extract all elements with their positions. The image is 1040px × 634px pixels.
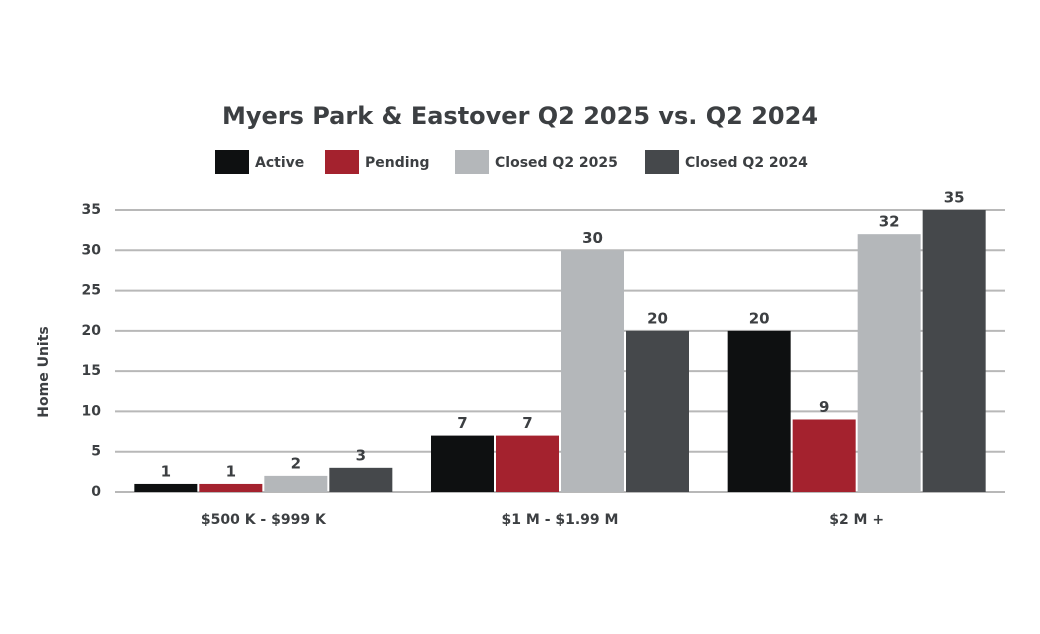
y-tick-label: 5 [91, 444, 101, 460]
x-tick-label: $500 K - $999 K [201, 512, 327, 528]
value-label: 9 [819, 398, 829, 416]
value-label: 32 [879, 213, 900, 231]
bar [857, 234, 921, 492]
value-label: 20 [749, 309, 770, 327]
legend-swatch [215, 150, 249, 174]
legend-swatch [645, 150, 679, 174]
bar [626, 330, 689, 492]
bar [264, 475, 328, 492]
bar [431, 435, 494, 492]
bar [134, 483, 198, 492]
legend-label: Closed Q2 2025 [495, 155, 618, 171]
bar [329, 467, 393, 492]
legend-swatch [325, 150, 359, 174]
y-tick-label: 15 [82, 363, 101, 379]
x-tick-label: $2 M + [829, 512, 884, 528]
y-tick-label: 35 [82, 202, 101, 218]
legend: Active Pending Closed Q2 2025 Closed Q2 202… [215, 150, 808, 174]
value-label: 2 [291, 454, 301, 472]
x-tick-label: $1 M - $1.99 M [502, 512, 619, 528]
bar [922, 210, 986, 492]
value-label: 1 [161, 462, 171, 480]
bar [199, 483, 263, 492]
y-axis-label: Home Units [36, 326, 52, 417]
value-label: 3 [356, 446, 366, 464]
value-label: 35 [944, 189, 965, 207]
legend-swatch [455, 150, 489, 174]
value-label: 7 [522, 414, 532, 432]
value-label: 7 [457, 414, 467, 432]
bar [727, 330, 791, 492]
legend-label: Pending [365, 155, 430, 171]
y-tick-label: 0 [91, 484, 101, 500]
value-label: 30 [582, 229, 603, 247]
legend-label: Closed Q2 2024 [685, 155, 808, 171]
chart-title: Myers Park & Eastover Q2 2025 vs. Q2 202… [222, 102, 818, 130]
y-tick-label: 30 [82, 242, 102, 258]
bar [561, 250, 624, 492]
value-label: 1 [226, 462, 236, 480]
value-label: 20 [647, 309, 668, 327]
legend-label: Active [255, 155, 304, 171]
bar [792, 419, 856, 492]
y-tick-label: 10 [82, 403, 102, 419]
y-tick-label: 25 [82, 283, 101, 299]
y-tick-label: 20 [82, 323, 102, 339]
bar [496, 435, 559, 492]
